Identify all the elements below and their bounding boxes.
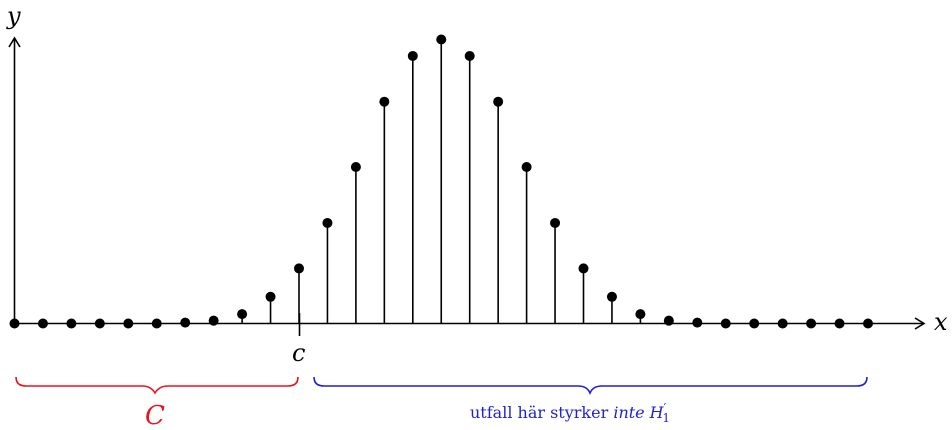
stem-point	[37, 318, 48, 329]
stem-point	[436, 34, 447, 45]
stem-point	[493, 96, 504, 107]
stems-group	[9, 34, 873, 329]
stem-point	[208, 315, 219, 326]
y-axis-arrow	[8, 36, 21, 48]
x-axis-label: x	[934, 308, 948, 336]
right-brace-label: utfall här styrker inte H′ 1	[470, 401, 670, 425]
right-brace-label-emph: inte	[613, 403, 644, 422]
stem-point	[578, 263, 589, 274]
stem-point	[294, 263, 304, 274]
stem-point	[692, 317, 703, 328]
critical-value-label: c	[292, 339, 305, 367]
stem-point	[237, 309, 248, 320]
stem-point	[749, 318, 760, 329]
right-brace-label-sup: ′	[664, 401, 667, 415]
stem-point	[350, 162, 361, 173]
right-brace-label-prefix: utfall här styrker	[470, 403, 613, 422]
stem-point	[635, 309, 646, 320]
stem-point	[123, 318, 134, 329]
stem-point	[663, 315, 674, 326]
stem-point	[606, 291, 617, 302]
x-axis-arrow	[914, 317, 926, 330]
stem-point	[720, 318, 731, 329]
left-brace	[15, 376, 299, 395]
stem-point	[521, 162, 532, 173]
stem-point	[806, 318, 817, 329]
stem-point	[151, 318, 162, 329]
stem-point	[834, 318, 845, 329]
stem-point	[863, 318, 873, 329]
stem-point	[464, 50, 475, 61]
stem-point	[777, 318, 788, 329]
right-brace-label-h: H	[649, 403, 665, 422]
stem-point	[94, 318, 105, 329]
stem-point	[379, 96, 390, 107]
stem-point	[550, 217, 561, 228]
stem-point	[66, 318, 77, 329]
stem-point	[322, 217, 333, 228]
stem-point	[265, 291, 276, 302]
left-brace-label: C	[145, 401, 165, 430]
stem-point	[180, 317, 191, 328]
right-brace	[313, 376, 868, 396]
y-axis-label: y	[6, 2, 21, 30]
right-brace-label-sub: 1	[662, 411, 670, 425]
stem-point	[407, 50, 418, 61]
stem-point	[9, 318, 20, 329]
